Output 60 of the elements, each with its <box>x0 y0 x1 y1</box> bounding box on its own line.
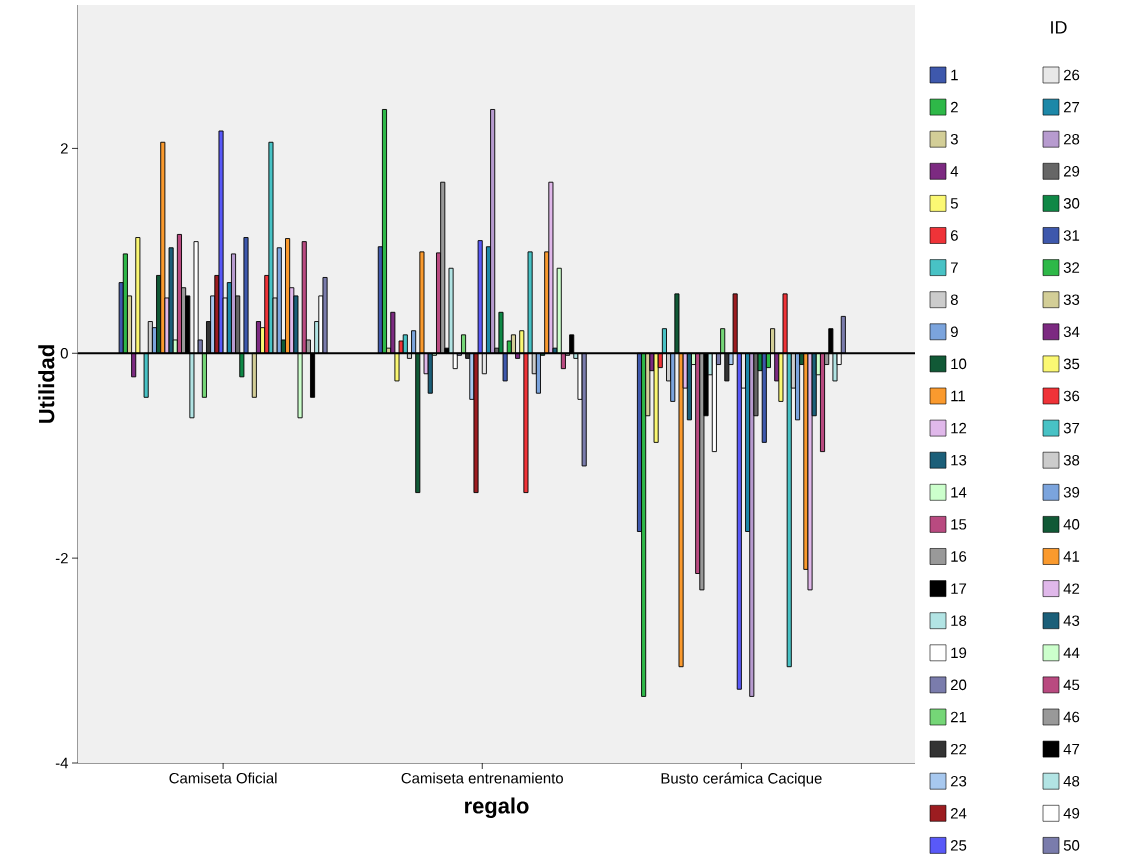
legend-label: 10 <box>951 358 967 370</box>
legend-label: 50 <box>1063 840 1080 851</box>
legend-label: 19 <box>951 647 967 659</box>
legend-label: 41 <box>1063 551 1080 562</box>
legend-label: 49 <box>1063 808 1080 819</box>
legend-label: 28 <box>1063 133 1080 145</box>
legend-label: 40 <box>1063 519 1080 530</box>
legend-label: 26 <box>1063 69 1080 81</box>
legend-label: 5 <box>950 198 958 209</box>
legend-label: 38 <box>1063 454 1080 466</box>
legend-label: 8 <box>950 294 958 305</box>
legend-label: 39 <box>1063 487 1080 498</box>
legend-label: 30 <box>1063 198 1080 209</box>
legend-label: 7 <box>950 262 958 273</box>
legend-label: 44 <box>1063 647 1080 658</box>
legend-label: 48 <box>1063 775 1080 787</box>
x-tick-label: Camiseta Oficial <box>169 772 277 784</box>
legend-label: 17 <box>951 583 967 594</box>
legend-title: ID <box>1051 21 1067 34</box>
legend-label: 35 <box>1063 358 1080 370</box>
y-tick-label: 2 <box>60 143 68 154</box>
legend-label: 20 <box>950 679 967 691</box>
legend-label: 11 <box>951 390 965 402</box>
legend-label: 12 <box>951 422 967 434</box>
y-tick-label: -4 <box>55 757 69 769</box>
legend-label: 47 <box>1063 743 1080 755</box>
legend-label: 25 <box>950 840 967 851</box>
legend-label: 18 <box>951 615 967 626</box>
legend-label: 46 <box>1063 711 1080 723</box>
legend-label: 4 <box>950 166 959 177</box>
legend-label: 33 <box>1063 294 1080 305</box>
legend-label: 3 <box>950 133 958 145</box>
x-axis-title: regalo <box>465 797 529 818</box>
y-tick-label: -2 <box>55 552 68 564</box>
legend-label: 1 <box>951 69 958 81</box>
legend-label: 15 <box>951 519 967 530</box>
legend-label: 43 <box>1063 615 1080 626</box>
x-tick-label: Camiseta entrenamiento <box>401 772 563 784</box>
legend-label: 6 <box>950 230 958 241</box>
legend-label: 2 <box>950 101 958 113</box>
y-axis-title: Utilidad <box>38 345 55 423</box>
legend-label: 24 <box>950 808 967 819</box>
legend-label: 37 <box>1063 422 1080 434</box>
legend-label: 29 <box>1063 166 1080 177</box>
legend-label: 42 <box>1063 583 1080 594</box>
legend-label: 36 <box>1063 390 1080 402</box>
legend-label: 45 <box>1063 679 1080 691</box>
legend-label: 13 <box>951 454 967 466</box>
legend-label: 22 <box>950 743 967 755</box>
legend-label: 31 <box>1063 230 1080 241</box>
legend-label: 9 <box>950 326 958 338</box>
legend-label: 34 <box>1063 326 1080 338</box>
y-tick-label: 0 <box>60 347 68 359</box>
legend-label: 27 <box>1063 101 1080 113</box>
x-tick-label: Busto cerámica Cacique <box>661 772 822 787</box>
legend-label: 16 <box>951 551 967 562</box>
legend-label: 23 <box>950 775 967 787</box>
legend-label: 21 <box>950 711 967 723</box>
legend-label: 14 <box>951 487 967 498</box>
legend-label: 32 <box>1063 262 1080 273</box>
